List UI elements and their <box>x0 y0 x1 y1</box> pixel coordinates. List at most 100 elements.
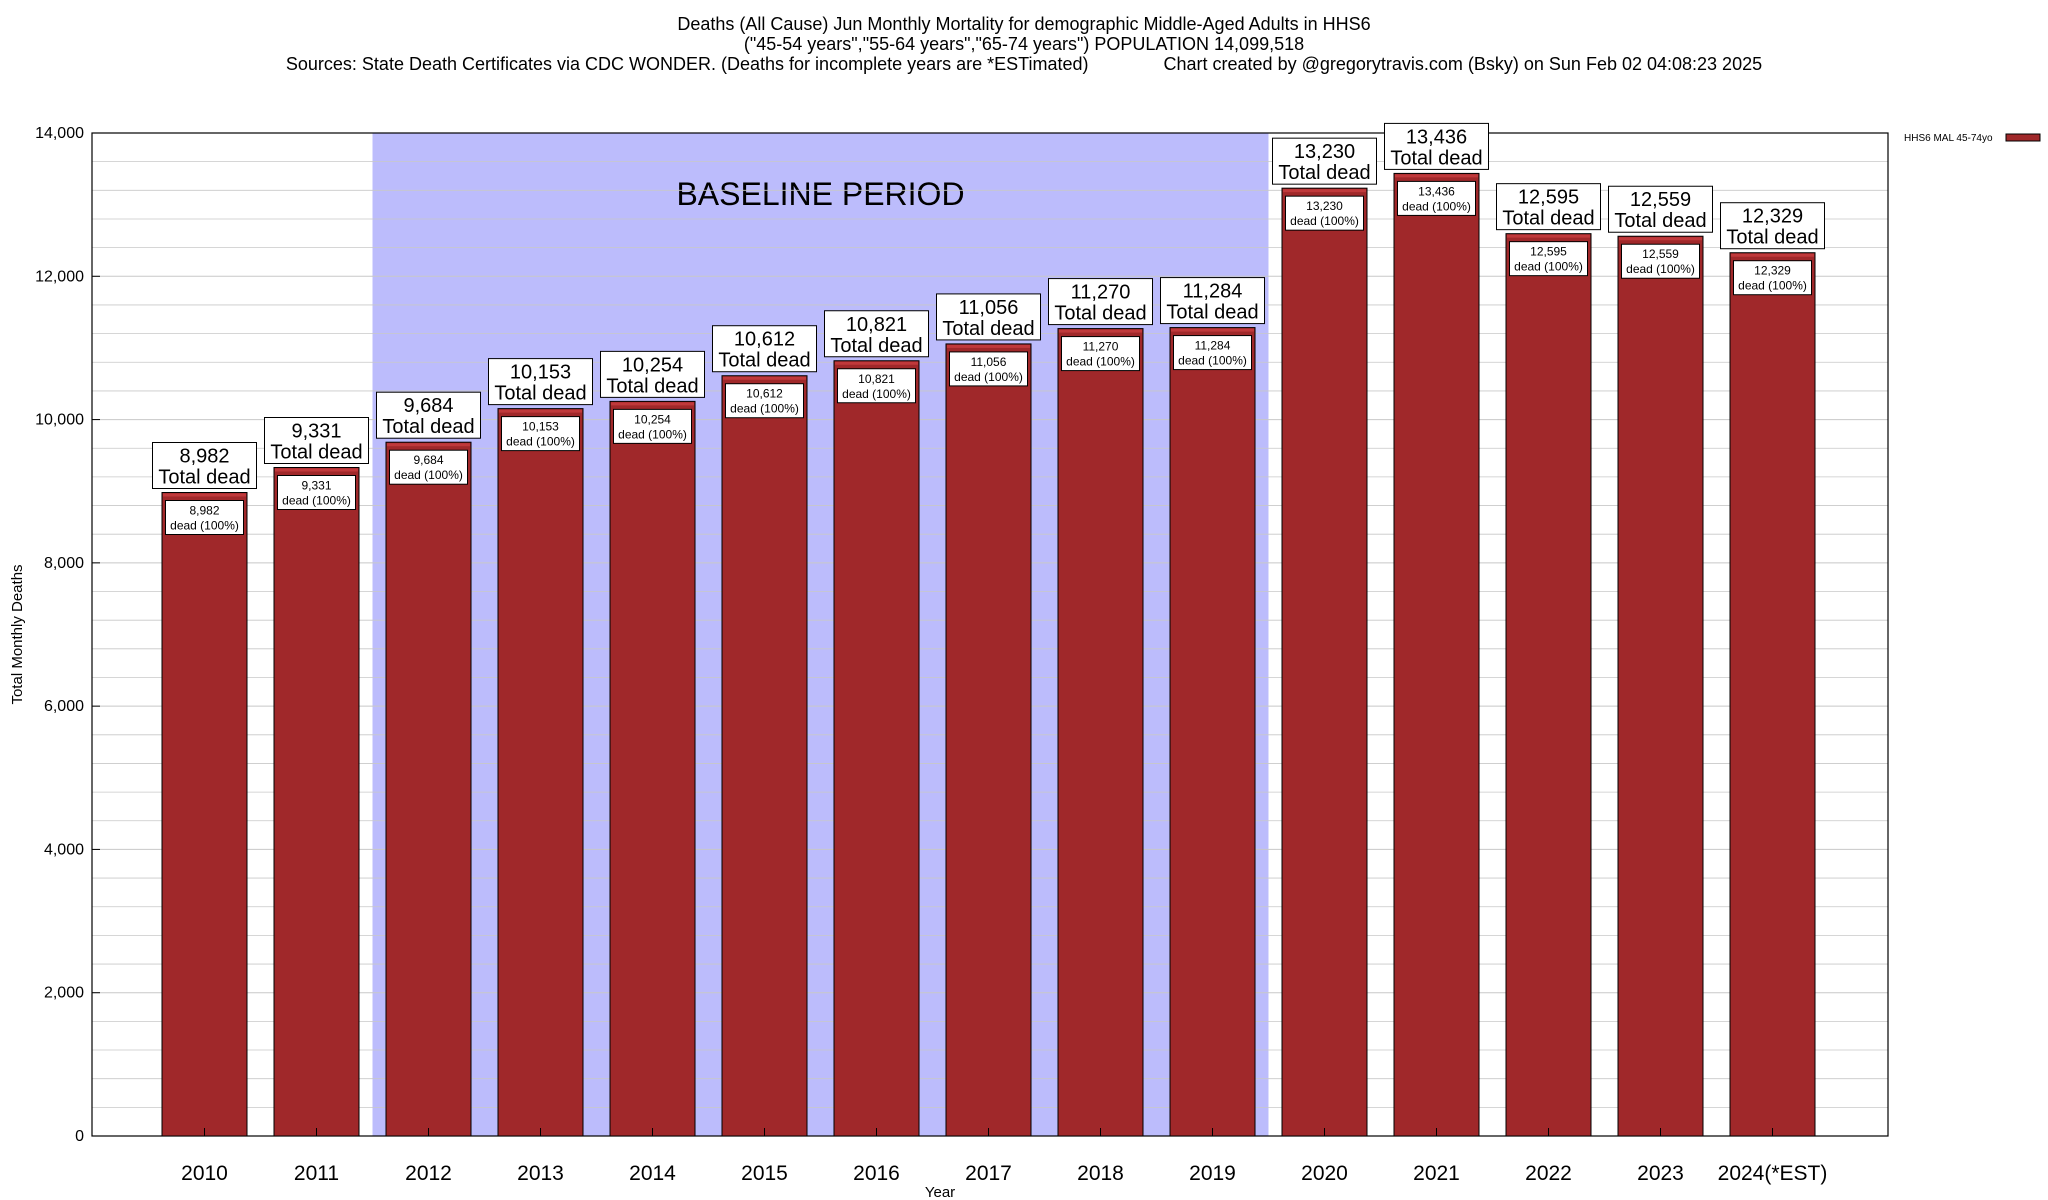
inner-label-box <box>1061 336 1140 372</box>
inner-label-box <box>501 416 580 452</box>
top-label-value: 12,329 <box>1742 206 1803 228</box>
bar <box>1617 235 1704 1137</box>
inner-label-box <box>1621 243 1700 279</box>
bar-top-cap <box>723 376 806 380</box>
bar-top-cap <box>1507 234 1590 238</box>
inner-label-value: 13,436 <box>1418 184 1455 198</box>
inner-label-suffix: dead (100%) <box>1514 260 1583 274</box>
y-tick-label: 0 <box>75 1128 84 1145</box>
top-label-box <box>1720 202 1825 250</box>
top-label-suffix: Total dead <box>494 383 586 405</box>
bar-top-cap <box>835 361 918 365</box>
x-tick-label: 2023 <box>1637 1162 1684 1185</box>
top-label-suffix: Total dead <box>830 335 922 357</box>
x-tick-label: 2022 <box>1525 1162 1572 1185</box>
top-label-value: 11,270 <box>1071 282 1131 304</box>
x-tick-label: 2014 <box>629 1162 676 1185</box>
bar <box>833 360 920 1137</box>
top-label-suffix: Total dead <box>1502 208 1594 230</box>
chart-sources: Sources: State Death Certificates via CD… <box>285 54 1089 74</box>
inner-label-suffix: dead (100%) <box>1626 262 1695 276</box>
inner-label-box <box>1733 260 1812 296</box>
top-label-box <box>1384 122 1489 170</box>
top-label-suffix: Total dead <box>158 467 250 489</box>
inner-label-suffix: dead (100%) <box>1178 354 1247 368</box>
top-label-suffix: Total dead <box>1726 227 1818 249</box>
bar-top-cap <box>611 402 694 406</box>
inner-label-value: 10,254 <box>634 412 671 426</box>
bar <box>721 375 808 1137</box>
bar <box>945 343 1032 1137</box>
inner-label-suffix: dead (100%) <box>394 468 463 482</box>
x-tick-label: 2011 <box>294 1162 339 1185</box>
bar-top-cap <box>1171 328 1254 332</box>
bar-top-cap <box>1283 189 1366 193</box>
x-tick-label: 2019 <box>1189 1162 1236 1185</box>
top-label-box <box>488 358 593 406</box>
inner-label-value: 11,270 <box>1083 340 1119 354</box>
inner-label-suffix: dead (100%) <box>170 519 239 533</box>
inner-label-box <box>389 449 468 485</box>
inner-label-box <box>613 408 692 444</box>
legend-entry-label: HHS6 MAL 45-74yo <box>1904 133 1993 144</box>
top-label-value: 9,331 <box>291 421 341 443</box>
bar <box>497 408 584 1137</box>
inner-label-box <box>837 368 916 404</box>
x-tick-label: 2020 <box>1301 1162 1348 1185</box>
inner-label-suffix: dead (100%) <box>618 427 687 441</box>
x-tick-label: 2016 <box>853 1162 900 1185</box>
x-tick-label: 2021 <box>1413 1162 1460 1185</box>
baseline-period-label: BASELINE PERIOD <box>676 176 964 212</box>
top-label-value: 11,284 <box>1183 281 1243 303</box>
top-label-value: 10,254 <box>622 354 683 376</box>
top-label-box <box>376 391 481 439</box>
y-axis-title: Total Monthly Deaths <box>9 564 26 704</box>
bar-top-cap <box>499 409 582 413</box>
legend-swatch <box>2005 133 2041 142</box>
top-label-value: 12,559 <box>1630 189 1691 211</box>
inner-label-value: 13,230 <box>1306 199 1343 213</box>
bar <box>609 400 696 1137</box>
top-label-value: 10,153 <box>510 362 571 384</box>
y-tick-label: 2,000 <box>44 985 84 1002</box>
y-tick-label: 4,000 <box>44 841 84 858</box>
top-label-box <box>1496 183 1601 231</box>
inner-label-suffix: dead (100%) <box>1066 355 1135 369</box>
top-label-value: 13,436 <box>1406 126 1467 148</box>
bar <box>1393 172 1480 1137</box>
inner-label-suffix: dead (100%) <box>282 494 351 508</box>
x-tick-label: 2024(*EST) <box>1718 1162 1828 1185</box>
x-tick-label: 2012 <box>405 1162 452 1185</box>
inner-label-value: 12,595 <box>1530 245 1567 259</box>
chart-credit: Chart created by @gregorytravis.com (Bsk… <box>1163 54 1763 74</box>
bar <box>1729 252 1816 1137</box>
top-label-box <box>264 417 369 465</box>
chart-header: Deaths (All Cause) Jun Monthly Mortality… <box>0 14 2048 74</box>
top-label-box <box>936 293 1041 341</box>
inner-label-box <box>1285 195 1364 231</box>
x-tick-label: 2013 <box>517 1162 564 1185</box>
chart-sources-line: Sources: State Death Certificates via CD… <box>0 54 2048 74</box>
top-label-value: 10,821 <box>846 314 907 336</box>
top-label-box <box>824 310 929 358</box>
inner-label-value: 10,821 <box>858 372 895 386</box>
bar <box>161 492 248 1137</box>
y-tick-label: 6,000 <box>44 698 84 715</box>
top-label-suffix: Total dead <box>1390 147 1482 169</box>
top-label-suffix: Total dead <box>1166 302 1258 324</box>
inner-label-value: 12,329 <box>1754 264 1791 278</box>
top-label-value: 13,230 <box>1294 141 1355 163</box>
inner-label-value: 10,612 <box>746 387 783 401</box>
top-label-value: 12,595 <box>1518 187 1579 209</box>
inner-label-value: 9,684 <box>413 453 443 467</box>
top-label-suffix: Total dead <box>1278 162 1370 184</box>
inner-label-box <box>1173 335 1252 371</box>
top-label-suffix: Total dead <box>606 375 698 397</box>
bar-top-cap <box>1395 174 1478 178</box>
inner-label-suffix: dead (100%) <box>1738 279 1807 293</box>
y-tick-label: 14,000 <box>35 125 84 142</box>
bar-top-cap <box>1731 253 1814 257</box>
bar-top-cap <box>275 468 358 472</box>
top-label-box <box>1048 278 1153 326</box>
